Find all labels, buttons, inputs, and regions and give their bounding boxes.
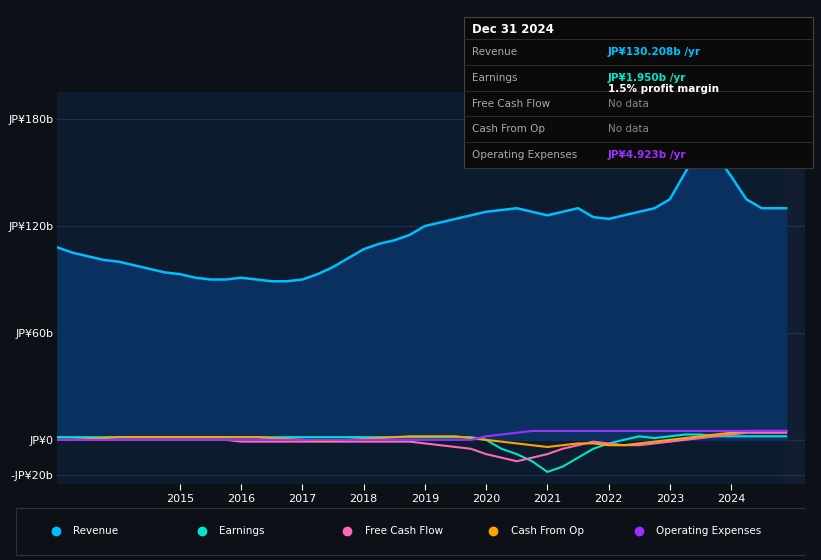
Text: No data: No data bbox=[608, 124, 649, 134]
Text: Cash From Op: Cash From Op bbox=[511, 526, 584, 535]
Text: Revenue: Revenue bbox=[472, 47, 517, 57]
Text: 1.5% profit margin: 1.5% profit margin bbox=[608, 85, 718, 95]
Text: JP¥4.923b /yr: JP¥4.923b /yr bbox=[608, 150, 686, 160]
Text: No data: No data bbox=[608, 99, 649, 109]
Bar bbox=[16, 508, 805, 554]
Text: Free Cash Flow: Free Cash Flow bbox=[472, 99, 550, 109]
Text: Dec 31 2024: Dec 31 2024 bbox=[472, 22, 554, 36]
Text: Earnings: Earnings bbox=[219, 526, 264, 535]
Text: JP¥130.208b /yr: JP¥130.208b /yr bbox=[608, 47, 700, 57]
Bar bbox=[783, 92, 805, 484]
Text: Revenue: Revenue bbox=[73, 526, 118, 535]
Text: JP¥1.950b /yr: JP¥1.950b /yr bbox=[608, 73, 686, 83]
Text: Operating Expenses: Operating Expenses bbox=[472, 150, 577, 160]
Text: Earnings: Earnings bbox=[472, 73, 517, 83]
Text: Cash From Op: Cash From Op bbox=[472, 124, 545, 134]
Text: Operating Expenses: Operating Expenses bbox=[657, 526, 762, 535]
Text: Free Cash Flow: Free Cash Flow bbox=[365, 526, 443, 535]
